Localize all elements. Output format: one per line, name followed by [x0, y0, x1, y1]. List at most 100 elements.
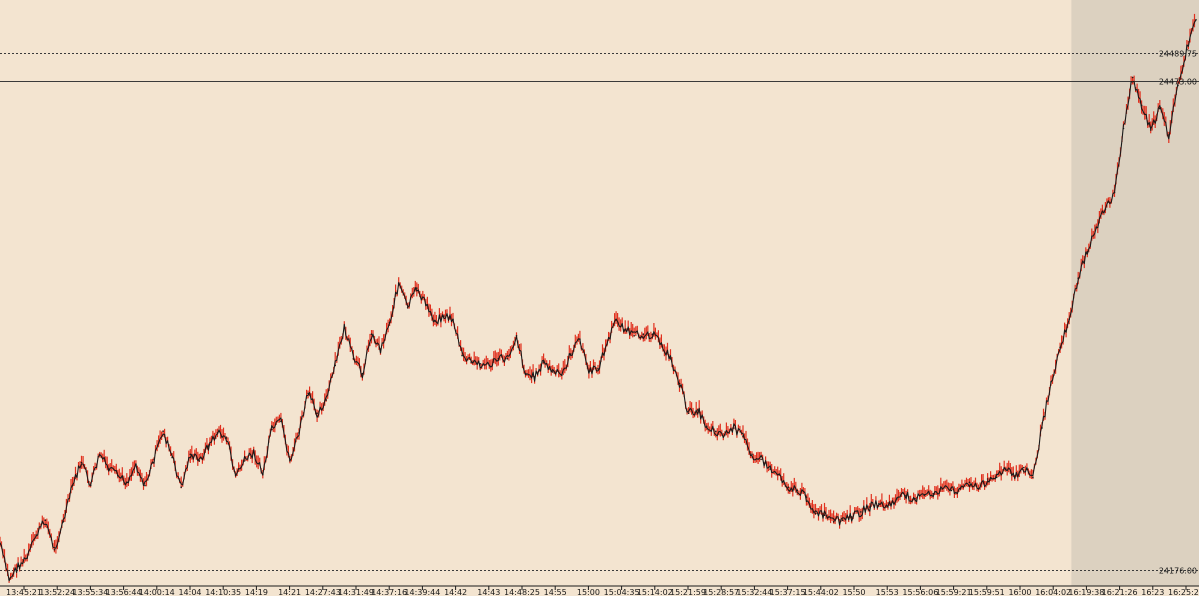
x-tick-label-35: 16:25:20 [1168, 588, 1199, 596]
data-point-54 [488, 364, 491, 367]
data-point-79 [715, 430, 717, 433]
data-point-120 [1086, 251, 1089, 253]
data-point-81 [733, 427, 735, 429]
data-point-57 [515, 335, 518, 337]
data-point-83 [751, 453, 753, 456]
data-point-73 [660, 343, 663, 345]
data-point-31 [280, 420, 282, 423]
data-point-22 [198, 460, 201, 462]
data-point-24 [216, 432, 219, 434]
data-point-41 [370, 333, 373, 336]
data-point-106 [959, 488, 962, 490]
data-point-48 [434, 320, 436, 322]
x-tick-label-5: 14:04 [178, 588, 201, 596]
x-tick-label-4: 14:00:14 [139, 588, 175, 596]
data-point-123 [1113, 191, 1116, 194]
data-point-21 [189, 453, 192, 456]
data-point-94 [850, 516, 853, 518]
data-point-40 [361, 372, 364, 375]
data-point-77 [696, 409, 699, 411]
data-point-78 [705, 425, 708, 428]
x-tick-label-12: 14:39:44 [404, 588, 440, 596]
data-point-76 [687, 412, 690, 415]
x-tick-label-31: 16:04:02 [1035, 588, 1071, 596]
data-point-35 [316, 412, 318, 415]
data-point-80 [724, 433, 726, 436]
data-point-112 [1014, 476, 1016, 479]
x-tick-label-24: 15:44:02 [803, 588, 839, 596]
data-point-116 [1050, 381, 1052, 383]
x-tick-label-26: 15:53 [876, 588, 899, 596]
data-point-61 [551, 371, 554, 373]
data-point-104 [941, 488, 944, 490]
data-point-132 [1195, 19, 1197, 21]
data-point-32 [289, 460, 291, 462]
data-point-129 [1168, 134, 1170, 136]
data-point-15 [135, 463, 137, 466]
data-point-33 [298, 432, 300, 434]
data-point-109 [986, 478, 989, 480]
x-tick-label-25: 15:50 [842, 588, 865, 596]
data-point-125 [1131, 76, 1134, 79]
data-point-127 [1149, 129, 1152, 131]
x-tick-label-17: 15:00 [577, 588, 600, 596]
data-point-0 [0, 542, 1, 544]
data-point-90 [814, 512, 817, 515]
x-tick-label-2: 13:55:34 [72, 588, 108, 596]
data-point-64 [579, 338, 581, 340]
data-point-29 [262, 473, 264, 475]
x-tick-label-10: 14:31:49 [338, 588, 374, 596]
data-point-103 [932, 493, 934, 495]
data-point-89 [805, 496, 808, 498]
data-point-36 [325, 399, 328, 401]
data-point-121 [1095, 226, 1098, 228]
data-point-126 [1140, 104, 1143, 107]
data-point-55 [497, 358, 500, 360]
price-series [0, 13, 1197, 583]
x-tick-label-6: 14:10:35 [205, 588, 241, 596]
data-point-92 [832, 521, 835, 523]
data-point-122 [1104, 208, 1107, 210]
x-tick-label-23: 15:37:15 [770, 588, 806, 596]
x-tick-label-21: 15:28:57 [703, 588, 739, 596]
data-point-44 [397, 282, 400, 284]
data-point-28 [252, 451, 255, 454]
data-point-18 [162, 430, 164, 433]
data-point-100 [905, 494, 907, 497]
x-axis-ticks: 13:45:2113:52:2413:55:3413:56:4414:00:14… [6, 586, 1199, 596]
data-point-117 [1059, 346, 1061, 349]
data-point-19 [171, 456, 173, 459]
data-point-97 [878, 502, 880, 505]
level-label-0: 24489.75 [1159, 50, 1197, 59]
data-point-26 [234, 474, 237, 477]
data-point-95 [860, 511, 862, 513]
level-labels: 24489.75 24473.00 24176.00 [1159, 50, 1197, 576]
data-point-99 [896, 498, 898, 500]
data-point-52 [470, 361, 473, 363]
data-point-20 [180, 486, 182, 489]
data-point-53 [479, 363, 482, 365]
data-point-2 [17, 565, 19, 567]
x-tick-label-11: 14:37:16 [371, 588, 407, 596]
x-tick-label-7: 14:19 [245, 588, 268, 596]
data-point-4 [35, 534, 37, 536]
data-point-118 [1068, 318, 1070, 321]
data-point-68 [615, 318, 617, 321]
x-tick-label-18: 15:04:35 [604, 588, 640, 596]
series-line [0, 19, 1197, 582]
data-point-113 [1023, 466, 1025, 469]
x-tick-label-34: 16:23 [1141, 588, 1164, 596]
data-point-115 [1041, 427, 1043, 429]
data-point-96 [869, 506, 871, 508]
data-point-34 [307, 392, 309, 395]
data-point-6 [53, 549, 56, 551]
data-point-108 [977, 488, 980, 490]
data-point-12 [107, 468, 110, 470]
data-point-119 [1077, 277, 1079, 280]
data-point-39 [352, 358, 355, 360]
data-point-88 [796, 489, 799, 492]
x-tick-label-22: 15:32:44 [736, 588, 772, 596]
data-point-46 [416, 287, 418, 289]
data-point-86 [778, 473, 780, 475]
data-point-49 [443, 315, 445, 317]
